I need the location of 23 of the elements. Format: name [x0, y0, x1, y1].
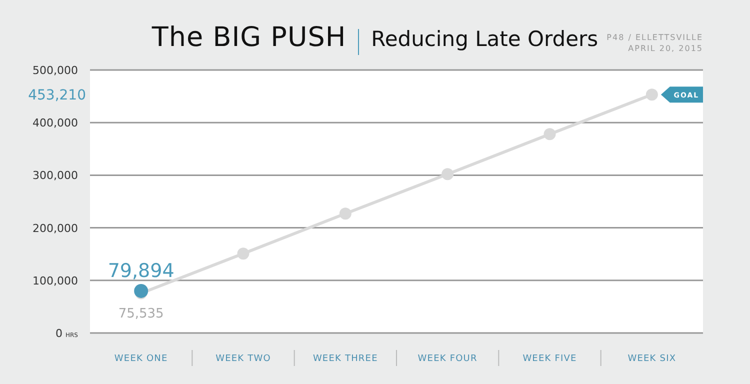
point — [442, 168, 454, 180]
chart-title: The BIG PUSH — [152, 22, 346, 53]
y-tick-label: 400,000 — [32, 116, 78, 130]
data-label: 75,535 — [118, 306, 164, 322]
data-label: 79,894 — [108, 260, 174, 282]
x-tick-label: WEEK FOUR — [418, 354, 478, 364]
x-tick-label: WEEK ONE — [114, 354, 168, 364]
y-tick-label: 500,000 — [32, 64, 78, 77]
x-tick-label: WEEK FIVE — [522, 354, 577, 364]
text: 453,210 — [28, 88, 86, 104]
point — [646, 88, 658, 101]
point — [339, 208, 352, 220]
point — [237, 248, 250, 260]
text: P48 / ELLETTSVILLE — [606, 32, 703, 43]
y-tick-label: 300,000 — [32, 169, 78, 182]
x-tick-label: WEEK TWO — [216, 354, 271, 364]
point — [544, 128, 556, 140]
y-tick-label: 200,000 — [32, 222, 78, 235]
text: APRIL 20, 2015 — [627, 43, 703, 54]
x-tick-label: WEEK SIX — [628, 354, 676, 364]
x-tick-label: WEEK THREE — [312, 354, 378, 364]
y-tick-label: 100,000 — [32, 274, 78, 288]
chart-subtitle: Reducing Late Orders — [371, 27, 598, 51]
